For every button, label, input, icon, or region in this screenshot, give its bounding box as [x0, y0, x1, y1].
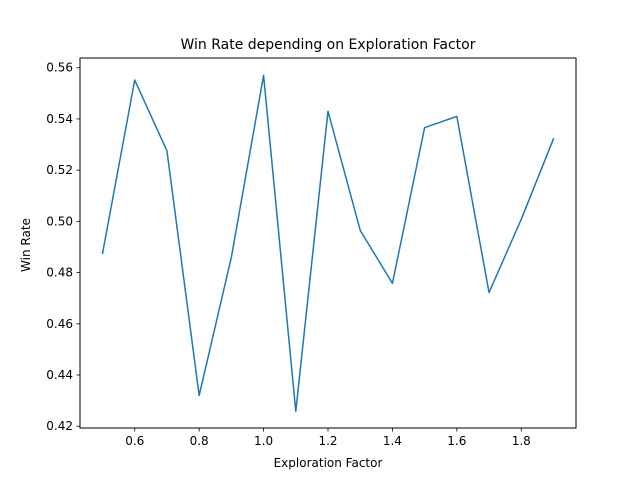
chart-title: Win Rate depending on Exploration Factor: [181, 37, 476, 53]
y-tick-label: 0.54: [46, 112, 73, 126]
x-tick-label: 1.4: [383, 434, 402, 448]
x-tick-label: 1.0: [254, 434, 273, 448]
x-tick-label: 1.8: [512, 434, 531, 448]
y-tick-label: 0.44: [46, 368, 73, 382]
x-tick-label: 1.6: [447, 434, 466, 448]
series-line: [101, 74, 555, 413]
axes-frame: [79, 57, 577, 429]
y-tick-label: 0.42: [46, 419, 73, 433]
x-axis: 0.6 0.8 1.0 1.2 1.4 1.6 1.8: [125, 428, 531, 448]
y-tick-label: 0.46: [46, 317, 73, 331]
y-tick-label: 0.48: [46, 266, 73, 280]
x-tick-label: 1.2: [318, 434, 337, 448]
x-tick-label: 0.8: [190, 434, 209, 448]
x-tick-label: 0.6: [125, 434, 144, 448]
plot-area: [101, 74, 555, 413]
y-axis-label: Win Rate: [19, 218, 33, 272]
y-axis: 0.42 0.44 0.46 0.48 0.50 0.52 0.54 0.56: [46, 61, 80, 433]
x-axis-label: Exploration Factor: [274, 456, 383, 470]
y-tick-label: 0.56: [46, 61, 73, 75]
y-tick-label: 0.50: [46, 214, 73, 228]
y-tick-label: 0.52: [46, 163, 73, 177]
